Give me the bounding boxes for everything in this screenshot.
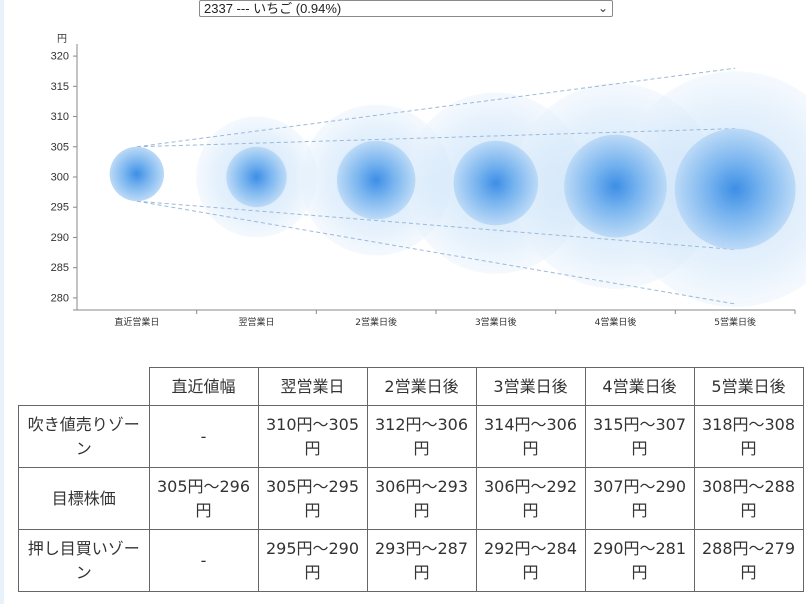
table-cell: 306円〜292円 [475,467,586,530]
table-cell: 293円〜287円 [366,529,477,592]
x-tick-label: 翌営業日 [238,316,274,328]
table-cell: 318円〜308円 [693,405,804,468]
table-row: 押し目買いゾーン - 295円〜290円 293円〜287円 292円〜284円… [18,529,804,592]
table-cell: 306円〜293円 [366,467,477,530]
inner-high-line [136,128,736,148]
table-cell: 292円〜284円 [475,529,586,592]
y-tick-label: 320 [51,51,69,63]
target-price-bubble [564,134,667,238]
col-header: 5営業日後 [693,367,804,406]
table-cell: - [148,405,259,468]
col-header: 直近値幅 [148,367,259,406]
y-tick-label: 280 [51,292,69,304]
table-cell: 308円〜288円 [693,467,804,530]
price-forecast-chart: 円 320 315 310 305 300 295 290 285 280 直近営業日 翌営業日 2営業… [51,34,806,328]
table-cell: 314円〜306円 [475,405,586,468]
col-header: 2営業日後 [366,367,477,406]
table-cell: 295円〜290円 [257,529,368,592]
table-cell: 312円〜306円 [366,405,477,468]
x-tick-label: 5営業日後 [714,316,756,328]
x-tick-label: 2営業日後 [355,316,397,328]
y-tick-label: 285 [51,262,69,274]
stock-select[interactable]: 2337 --- いちご (0.94%) ⌄ [199,0,613,17]
forecast-table: 直近値幅 翌営業日 2営業日後 3営業日後 4営業日後 5営業日後 吹き値売りゾ… [18,367,804,592]
table-corner [18,367,150,406]
stock-selector[interactable]: 2337 --- いちご (0.94%) ⌄ [199,0,613,18]
row-label: 吹き値売りゾーン [18,405,150,468]
y-axis-unit: 円 [57,34,67,45]
table-cell: 310円〜305円 [257,405,368,468]
table-row: 吹き値売りゾーン - 310円〜305円 312円〜306円 314円〜306円… [18,405,804,468]
table-cell: 305円〜296円 [148,467,259,530]
outer-high-line [136,67,736,148]
chevron-down-icon: ⌄ [597,1,608,15]
target-price-bubble [336,140,416,220]
target-price-bubble [226,146,287,208]
y-tick-label: 315 [51,81,69,93]
col-header: 翌営業日 [257,367,368,406]
x-tick-label: 直近営業日 [114,316,159,328]
page-left-border [0,0,4,604]
table-cell: 305円〜295円 [257,467,368,530]
target-price-bubble [674,128,796,250]
y-tick-label: 305 [51,141,69,153]
col-header: 3営業日後 [475,367,586,406]
y-tick-label: 310 [51,111,69,123]
col-header: 4営業日後 [584,367,695,406]
y-tick-label: 300 [51,172,69,184]
table-cell: 290円〜281円 [584,529,695,592]
x-tick-label: 4営業日後 [595,316,637,328]
outer-low-line [136,200,736,305]
table-header-row: 直近値幅 翌営業日 2営業日後 3営業日後 4営業日後 5営業日後 [18,367,804,406]
table-cell: 307円〜290円 [584,467,695,530]
inner-low-line [136,200,736,251]
table-cell: - [148,529,259,592]
row-label: 目標株価 [18,467,150,530]
table-cell: 315円〜307円 [584,405,695,468]
y-tick-label: 290 [51,232,69,244]
target-price-bubble [453,140,539,226]
x-tick-label: 3営業日後 [475,316,517,328]
table-cell: 288円〜279円 [693,529,804,592]
table-row: 目標株価 305円〜296円 305円〜295円 306円〜293円 306円〜… [18,467,804,530]
row-label: 押し目買いゾーン [18,529,150,592]
target-price-bubble [109,146,165,202]
y-tick-label: 295 [51,202,69,214]
stock-select-value: 2337 --- いちご (0.94%) [204,1,342,16]
